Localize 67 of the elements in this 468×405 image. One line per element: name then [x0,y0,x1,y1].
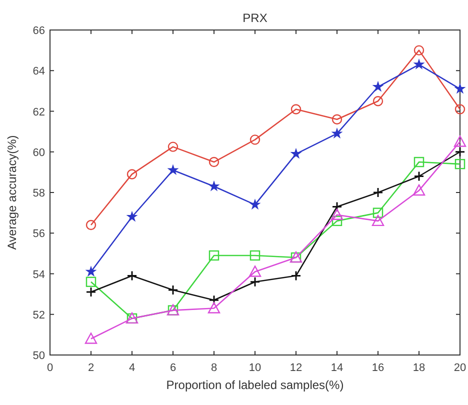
x-tick-label: 12 [290,362,302,374]
point [127,212,137,221]
point [290,104,302,114]
x-tick-label: 4 [128,362,136,374]
x-tick-label: 18 [412,362,426,374]
x-tick-label: 0 [46,362,54,374]
point [454,136,466,147]
point [372,187,384,198]
point [250,250,260,261]
point [454,146,466,158]
x-tick-label: 20 [454,362,466,374]
point [86,220,96,230]
x-tick-label: 6 [170,362,176,374]
point [291,148,301,158]
point [126,270,138,282]
y-tick-label: 58 [32,188,45,200]
chart-title: PRX [242,11,268,25]
point [250,200,260,209]
point [168,165,178,174]
point [84,332,98,344]
point [86,266,96,276]
x-tick-label: 14 [330,362,344,374]
x-tick-label: 2 [88,362,94,374]
point [454,104,466,114]
y-tick-label: 62 [32,106,45,118]
x-axis-title: Proportion of labeled samples(%) [166,378,344,392]
point [414,60,424,69]
y-tick-label: 66 [32,25,45,37]
y-tick-label: 52 [32,309,45,322]
x-tick-label: 8 [210,362,218,374]
point [372,208,384,218]
point [248,266,262,277]
point [250,276,260,288]
point [372,96,384,106]
y-tick-label: 60 [32,146,45,159]
y-axis-title: Average accuracy(%) [5,135,19,250]
point [454,158,466,170]
point [332,201,342,212]
point [86,276,96,287]
point [414,156,424,168]
point [250,134,260,145]
y-tick-label: 54 [32,268,45,281]
point [414,45,424,56]
point [412,184,426,196]
point [332,114,342,124]
point [168,142,178,152]
point [372,214,384,226]
point [208,156,220,168]
point [332,216,342,226]
x-tick-label: 16 [372,362,384,374]
point [414,171,424,182]
point [208,294,220,306]
point [168,284,178,296]
point [373,82,383,91]
point [332,128,342,138]
point [455,84,465,93]
point [209,181,219,190]
point [126,169,138,180]
point [86,286,96,298]
y-tick-label: 50 [32,350,45,362]
point [208,302,220,314]
y-tick-label: 64 [32,66,45,78]
point [208,250,220,261]
point [290,270,302,282]
point [330,208,344,220]
y-tick-label: 56 [32,228,45,240]
x-tick-label: 10 [248,362,262,374]
